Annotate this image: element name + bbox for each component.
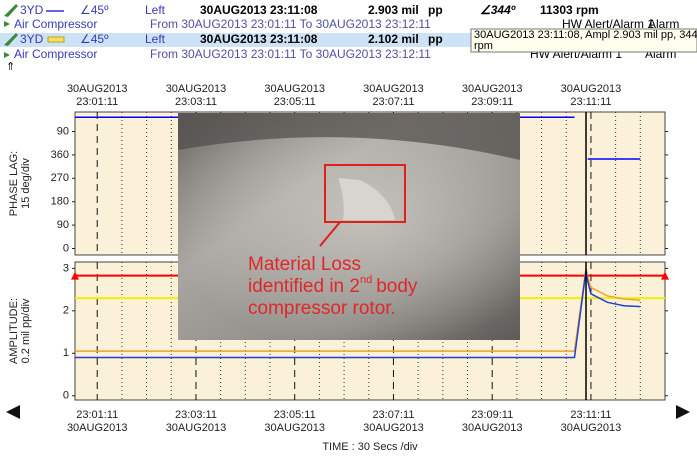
y-tick-label: 180: [51, 196, 69, 208]
channel: 3YD: [20, 3, 44, 17]
side: Left: [145, 32, 166, 46]
x-tick-date: 30AUG2013: [561, 422, 622, 434]
y-tick-label: 3: [63, 262, 69, 274]
annotation: Material Loss: [248, 254, 361, 275]
collapse-icon[interactable]: ⇑: [6, 61, 15, 73]
x-tick-label: 23:09:11: [471, 409, 513, 421]
x-tick-label: 23:09:11: [471, 96, 513, 108]
y-tick-label: 0: [63, 390, 69, 402]
x-tick-label: 23:01:11: [76, 409, 118, 421]
y-axis-label: AMPLITUDE:: [8, 298, 20, 364]
tooltip-text: 30AUG2013 23:11:08, Ampl 2.903 mil pp, 3…: [474, 29, 697, 41]
channel: 3YD: [20, 32, 44, 46]
range: From 30AUG2013 23:01:11 To 30AUG2013 23:…: [150, 47, 431, 61]
y-tick-label: 90: [57, 219, 69, 231]
unit: pp: [428, 3, 443, 17]
x-tick-date: 30AUG2013: [462, 422, 523, 434]
x-tick-date: 30AUG2013: [462, 83, 523, 95]
y-tick-label: 270: [51, 172, 69, 184]
x-tick-label: 23:01:11: [76, 96, 118, 108]
x-tick-date: 30AUG2013: [363, 83, 424, 95]
x-tick-label: 23:11:11: [570, 96, 611, 108]
y-axis-label: 0.2 mil pp/div: [20, 298, 32, 363]
y-tick-label: 360: [51, 149, 69, 161]
value: 2.102 mil: [368, 32, 419, 46]
speed: 11303 rpm: [540, 3, 599, 17]
x-tick-date: 30AUG2013: [363, 422, 424, 434]
x-tick-label: 23:11:11: [570, 409, 611, 421]
x-tick-label: 23:05:11: [274, 96, 316, 108]
y-tick-label: 2: [63, 305, 69, 317]
angle: ∠45º: [80, 32, 109, 46]
x-tick-label: 23:07:11: [372, 96, 414, 108]
machine: Air Compressor: [14, 17, 97, 31]
range: From 30AUG2013 23:01:11 To 30AUG2013 23:…: [150, 17, 431, 31]
annotation-sup: nd: [360, 274, 372, 286]
y-axis-label: PHASE LAG:: [8, 151, 20, 216]
x-tick-date: 30AUG2013: [264, 83, 325, 95]
side: Left: [145, 3, 166, 17]
scroll-right[interactable]: [676, 405, 690, 419]
x-tick-date: 30AUG2013: [166, 422, 227, 434]
machine: Air Compressor: [14, 47, 97, 61]
time: 30AUG2013 23:11:08: [200, 3, 318, 17]
phase: ∠344º: [480, 3, 516, 17]
x-tick-date: 30AUG2013: [67, 422, 128, 434]
value: 2.903 mil: [368, 3, 419, 17]
x-tick-date: 30AUG2013: [166, 83, 227, 95]
x-tick-date: 30AUG2013: [561, 83, 622, 95]
x-tick-label: 23:07:11: [372, 409, 414, 421]
y-tick-label: 0: [63, 242, 69, 254]
tooltip-text: rpm: [474, 40, 493, 52]
y-tick-label: 90: [57, 125, 69, 137]
annotation-part: body: [376, 276, 418, 297]
scroll-left[interactable]: [6, 405, 20, 419]
annotation-part: identified in 2: [248, 276, 360, 297]
screenshot: ⇑ 3YD ∠45º Left 30AUG2013 23:11:08 2.903…: [0, 0, 697, 456]
x-axis-label: TIME : 30 Secs /div: [322, 441, 418, 453]
angle: ∠45º: [80, 3, 109, 17]
icon: [4, 4, 18, 17]
x-tick-label: 23:03:11: [175, 96, 217, 108]
unit: pp: [428, 32, 443, 46]
y-tick-label: 1: [63, 347, 69, 359]
icon: [4, 21, 10, 27]
x-tick-date: 30AUG2013: [67, 83, 128, 95]
icon: [4, 52, 10, 58]
x-tick-label: 23:03:11: [175, 409, 217, 421]
legend-swatch: [48, 37, 64, 42]
time: 30AUG2013 23:11:08: [200, 32, 318, 46]
x-tick-label: 23:05:11: [274, 409, 316, 421]
x-tick-date: 30AUG2013: [264, 422, 325, 434]
y-axis-label: 15 deg/div: [20, 158, 32, 209]
annotation: compressor rotor.: [248, 298, 396, 319]
